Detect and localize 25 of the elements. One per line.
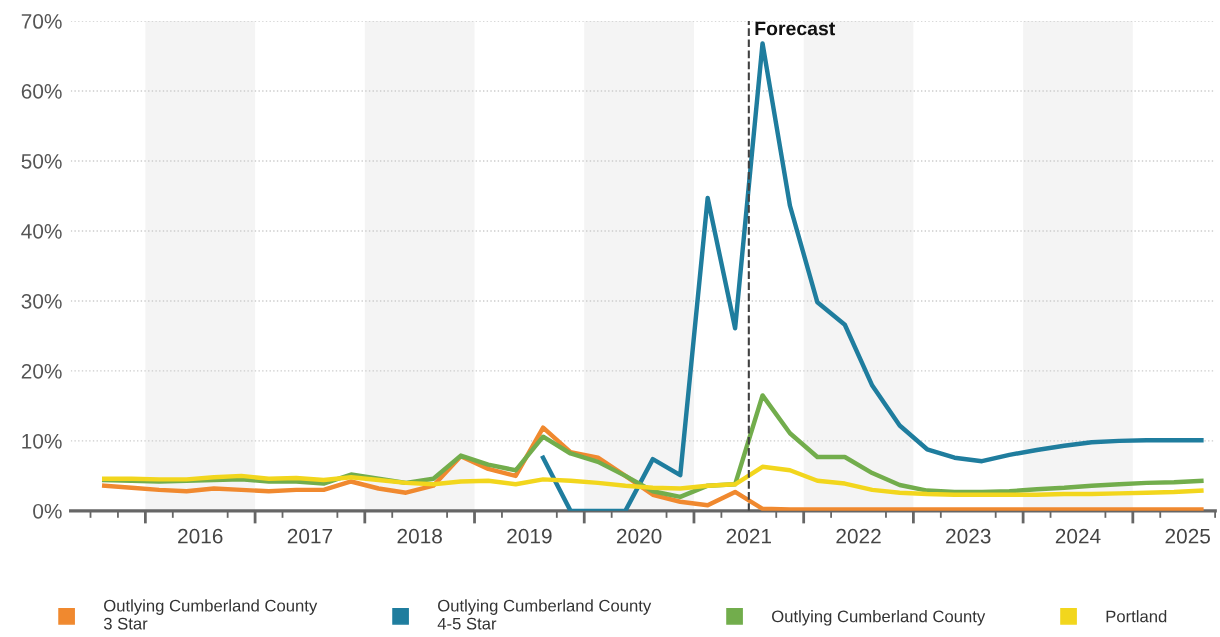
legend-label: Outlying Cumberland County [772,610,986,626]
y-tick-label: 30% [21,293,62,309]
y-tick-label: 10% [22,433,62,449]
legend-label: Outlying Cumberland County 4-5 Star [437,599,652,630]
x-tick-label: 2019 [507,528,552,544]
x-tick-label: 2025 [1165,528,1210,544]
line-series [102,464,1204,497]
x-tick-label: 2016 [178,528,223,544]
line-series [540,41,1204,511]
ref-line-label: Forecast [755,21,836,36]
y-tick-label: 0% [33,503,62,519]
x-tick-label: 2017 [287,528,333,544]
y-tick-label: 70% [21,14,62,29]
x-tick-label: 2021 [726,528,771,544]
x-tick-label: 2018 [397,528,442,544]
x-tick-label: 2023 [946,528,991,544]
y-tick-label: 40% [21,223,62,239]
y-tick-label: 60% [21,84,62,99]
y-tick-label: 50% [21,153,62,169]
x-tick-label: 2022 [836,528,881,544]
legend-label: Outlying Cumberland County 3 Star [103,599,318,630]
legend-label: Portland [1106,610,1167,623]
y-tick-label: 20% [21,363,62,379]
x-tick-label: 2024 [1055,528,1101,544]
x-tick-label: 2020 [616,528,662,544]
